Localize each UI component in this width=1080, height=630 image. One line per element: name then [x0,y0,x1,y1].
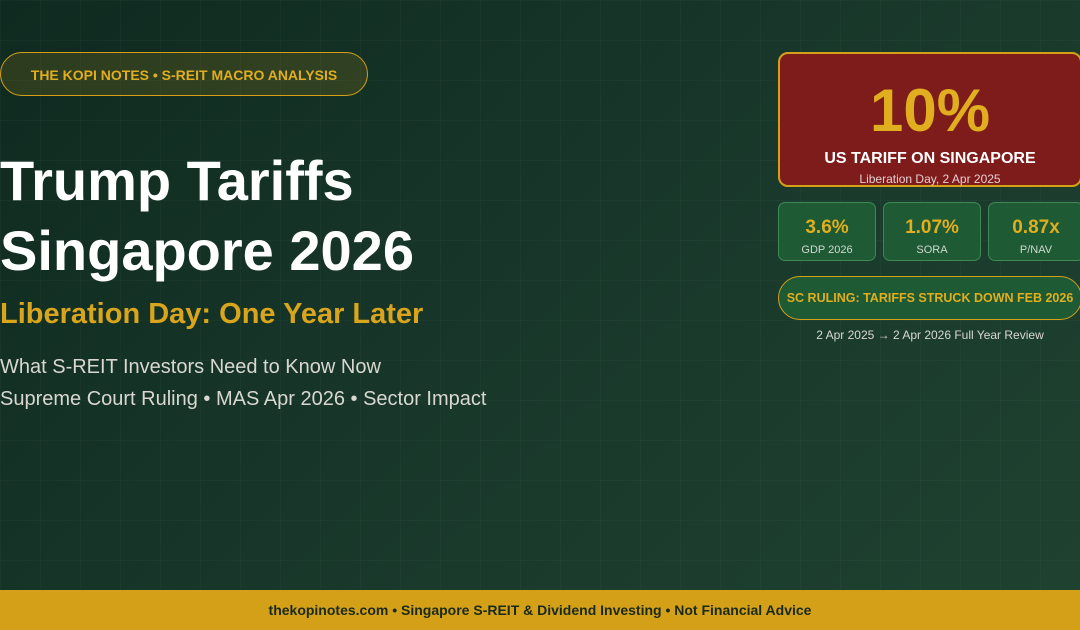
stat-value: 3.6% [805,217,849,238]
caption: 2 Apr 2025 → 2 Apr 2026 Full Year Review [816,328,1044,342]
hero-value: 10% [869,77,991,144]
stat-card: 1.07% SORA [883,202,981,261]
badge: THE KOPI NOTES • S-REIT MACRO ANALYSIS [0,52,368,96]
hero-card: 10% US TARIFF ON SINGAPORE Liberation Da… [778,52,1080,187]
stat-value: 0.87x [1012,217,1060,238]
stat-label: P/NAV [1019,244,1053,256]
title: Trump Tariffs [0,149,354,212]
footer: thekopinotes.com • Singapore S-REIT & Di… [0,590,1080,630]
ruling-pill: SC RULING: TARIFFS STRUCK DOWN FEB 2026 [778,276,1080,320]
tagline: What S-REIT Investors Need to Know Now [0,356,381,378]
hero-label: US TARIFF ON SINGAPORE [824,150,1036,167]
stat-label: GDP 2026 [801,244,853,256]
stat-label: SORA [916,244,948,256]
stat-value: 1.07% [905,217,959,238]
subtitle: Liberation Day: One Year Later [0,298,424,330]
title: Singapore 2026 [0,219,414,282]
stat-card: 3.6% GDP 2026 [778,202,876,261]
hero-note: Liberation Day, 2 Apr 2025 [859,172,1001,186]
tagline: Supreme Court Ruling • MAS Apr 2026 • Se… [0,388,487,410]
stat-card: 0.87x P/NAV [988,202,1080,261]
